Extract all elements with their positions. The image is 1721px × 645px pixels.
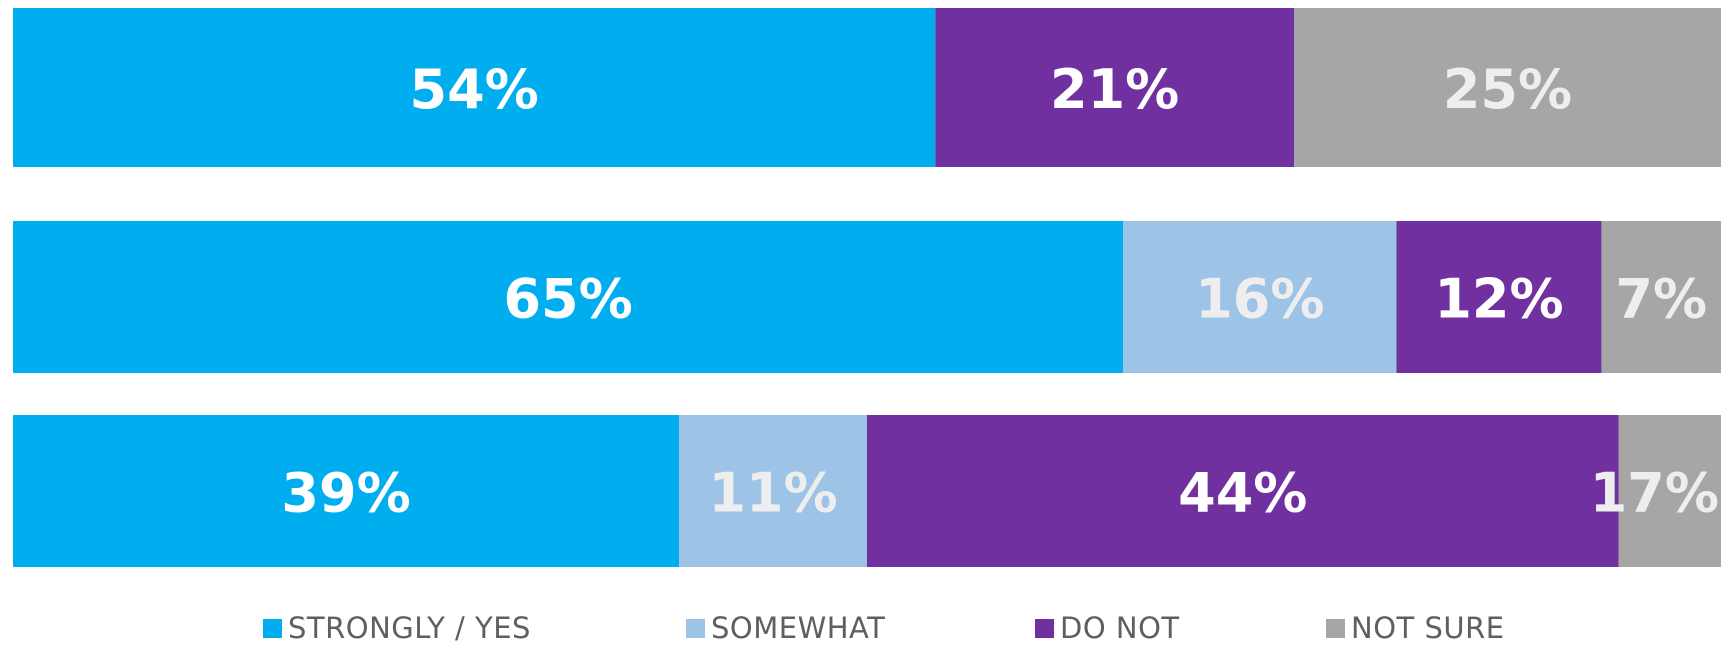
bar-row-2: 65% 16% 12% 7% — [13, 221, 1721, 373]
bar-segment-strongly-yes-row-2 — [13, 221, 1124, 373]
bar-segment-do-not-row-2 — [1396, 221, 1602, 373]
data-label-do-not-row-3: 44% — [1178, 462, 1307, 525]
bar-segment-do-not-row-1 — [935, 8, 1294, 167]
data-label-not-sure-row-1: 25% — [1443, 58, 1572, 121]
legend-swatch-not-sure — [1326, 618, 1345, 638]
data-label-not-sure-row-3: 17% — [1590, 462, 1719, 525]
bar-segment-not-sure-row-1 — [1294, 8, 1721, 167]
legend-swatch-somewhat — [686, 618, 705, 638]
legend-item-not-sure: NOT SURE — [1326, 611, 1505, 645]
bar-segment-not-sure-row-3 — [1618, 415, 1721, 567]
bar-segment-not-sure-row-2 — [1601, 221, 1721, 373]
data-label-strongly-yes-row-3: 39% — [281, 462, 410, 525]
legend-swatch-strongly-yes — [263, 618, 282, 638]
bar-row-3: 39% 11% 44% 17% — [13, 415, 1721, 567]
bar-segment-strongly-yes-row-3 — [13, 415, 680, 567]
legend-item-do-not: DO NOT — [1035, 611, 1180, 645]
legend-label-do-not: DO NOT — [1060, 611, 1180, 645]
data-label-somewhat-row-2: 16% — [1195, 268, 1324, 331]
bar-row-1: 54% 21% 25% — [13, 8, 1721, 167]
chart-legend: STRONGLY / YES SOMEWHAT DO NOT NOT SURE — [0, 608, 1721, 645]
data-label-strongly-yes-row-2: 65% — [503, 268, 632, 331]
data-label-strongly-yes-row-1: 54% — [410, 58, 539, 121]
legend-item-somewhat: SOMEWHAT — [686, 611, 886, 645]
data-label-do-not-row-1: 21% — [1050, 58, 1179, 121]
data-label-do-not-row-2: 12% — [1434, 268, 1563, 331]
bar-segment-do-not-row-3 — [867, 415, 1619, 567]
bar-segment-strongly-yes-row-1 — [13, 8, 936, 167]
legend-label-not-sure: NOT SURE — [1351, 611, 1505, 645]
legend-label-somewhat: SOMEWHAT — [711, 611, 886, 645]
legend-swatch-do-not — [1035, 618, 1054, 638]
legend-item-strongly-yes: STRONGLY / YES — [263, 611, 531, 645]
data-label-not-sure-row-2: 7% — [1615, 268, 1707, 331]
bar-segment-somewhat-row-2 — [1123, 221, 1397, 373]
bar-segment-somewhat-row-3 — [679, 415, 867, 567]
data-label-somewhat-row-3: 11% — [708, 462, 837, 525]
legend-label-strongly-yes: STRONGLY / YES — [288, 611, 531, 645]
